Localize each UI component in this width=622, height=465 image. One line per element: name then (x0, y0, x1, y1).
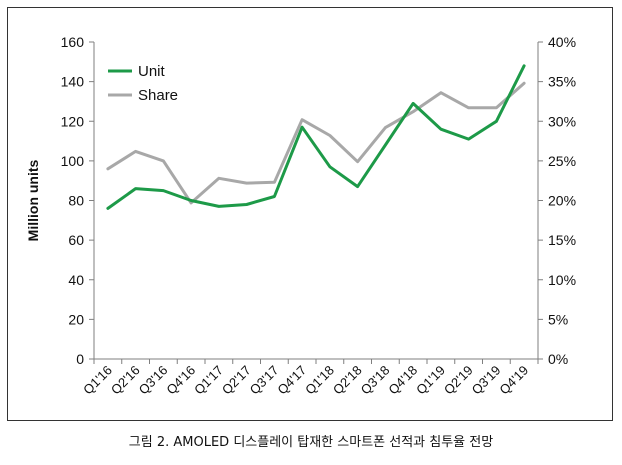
x-tick-label: Q1'17 (191, 363, 226, 398)
figure-caption: 그림 2. AMOLED 디스플레이 탑재한 스마트폰 선적과 침투율 전망 (128, 435, 494, 450)
legend-label-share: Share (138, 87, 178, 104)
amoled-smartphone-chart: 0 20 40 60 80 100 120 140 160 0% 5% 10% 15% 20% 25% 30%… (25, 34, 576, 398)
x-tick-label: Q4'16 (163, 363, 198, 398)
left-tick-label: 160 (61, 34, 85, 50)
left-tick-label: 20 (68, 311, 84, 327)
right-tick-label: 25% (548, 153, 576, 169)
x-tick-label: Q3'16 (136, 363, 171, 398)
right-tick-label: 15% (548, 232, 576, 248)
left-tick-label: 80 (68, 193, 84, 209)
right-tick-label: 0% (548, 351, 568, 367)
left-tick-label: 140 (61, 74, 85, 90)
right-tick-label: 35% (548, 74, 576, 90)
x-tick-label: Q4'17 (274, 363, 309, 398)
x-tick-label: Q2'16 (108, 363, 143, 398)
x-tick-label: Q4'19 (496, 363, 531, 398)
figure-frame: 0 20 40 60 80 100 120 140 160 0% 5% 10% 15% 20% 25% 30%… (7, 7, 613, 421)
right-tick-label: 30% (548, 113, 576, 129)
left-tick-label: 0 (76, 351, 84, 367)
x-tick-label: Q3'18 (358, 363, 393, 398)
x-tick-label: Q4'18 (385, 363, 420, 398)
x-tick-label: Q3'17 (247, 363, 282, 398)
x-tick-label: Q1'16 (80, 363, 115, 398)
series-line-unit (106, 64, 526, 210)
left-tick-label: 100 (61, 153, 85, 169)
legend-label-unit: Unit (138, 63, 166, 80)
right-tick-label: 10% (548, 272, 576, 288)
series-line-share (106, 81, 526, 205)
x-tick-label: Q1'19 (413, 363, 448, 398)
x-tick-label: Q1'18 (302, 363, 337, 398)
right-tick-label: 40% (548, 34, 576, 50)
left-tick-label: 120 (61, 113, 85, 129)
right-tick-label: 5% (548, 311, 568, 327)
left-tick-label: 40 (68, 272, 84, 288)
left-tick-label: 60 (68, 232, 84, 248)
right-tick-label: 20% (548, 193, 576, 209)
x-tick-label: Q2'19 (441, 363, 476, 398)
x-tick-label: Q2'17 (219, 363, 254, 398)
x-tick-label: Q2'18 (330, 363, 365, 398)
x-tick-label: Q3'19 (469, 363, 504, 398)
y-axis-title: Million units (25, 159, 41, 241)
